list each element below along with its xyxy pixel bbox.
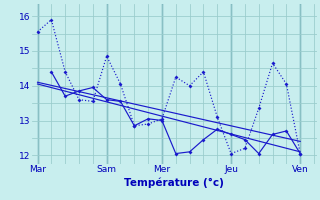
X-axis label: Température (°c): Température (°c) (124, 177, 224, 188)
